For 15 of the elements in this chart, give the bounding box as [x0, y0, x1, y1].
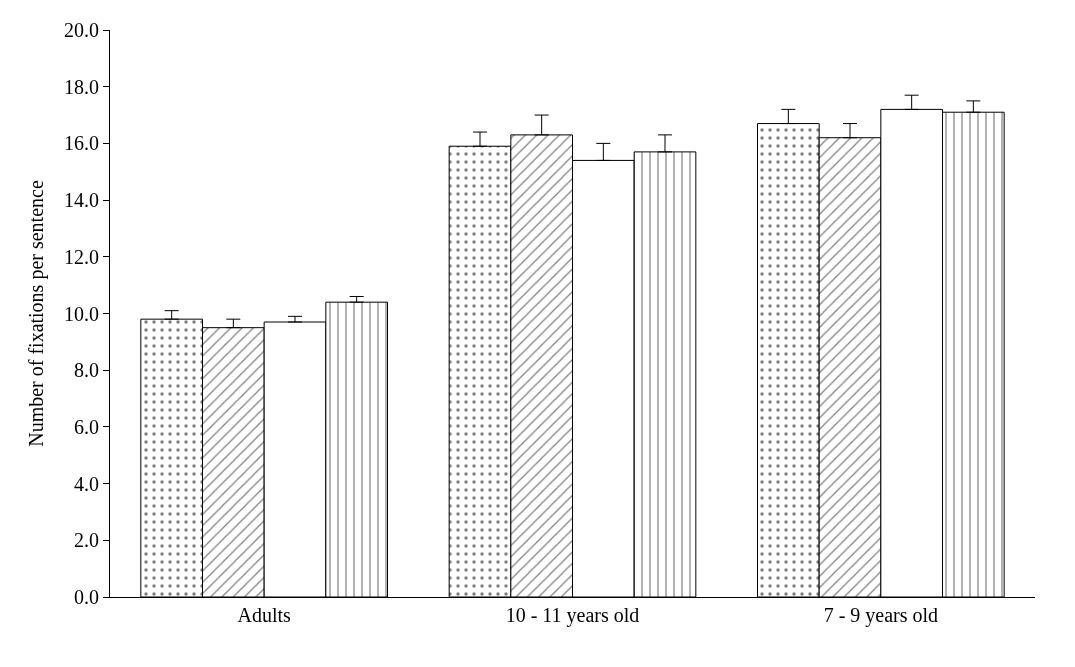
x-tick-label: Adults: [237, 604, 292, 626]
y-tick-label: 0.0: [74, 586, 99, 608]
y-tick-label: 8.0: [74, 359, 99, 382]
y-tick-label: 10.0: [64, 302, 99, 325]
y-tick-label: 16.0: [64, 132, 99, 155]
y-tick-label: 18.0: [64, 75, 99, 98]
y-tick-label: 14.0: [64, 189, 99, 212]
y-tick-label: 12.0: [64, 245, 99, 268]
x-tick-label: 10 - 11 years old: [505, 604, 640, 627]
y-tick-label: 4.0: [74, 472, 99, 495]
x-tick-label: 7 - 9 years old: [823, 604, 939, 627]
y-tick-label: 20.0: [64, 19, 99, 41]
y-axis-title: Number of fixations per sentence: [24, 180, 48, 447]
y-tick-label: 6.0: [74, 415, 99, 438]
y-tick-label: 2.0: [74, 529, 99, 552]
